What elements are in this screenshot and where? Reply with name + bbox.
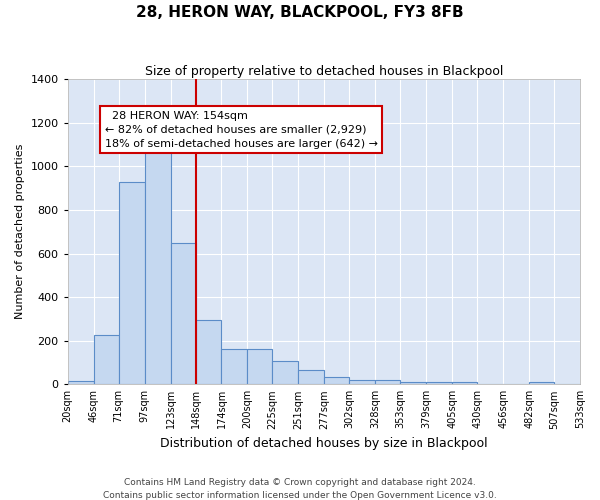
Y-axis label: Number of detached properties: Number of detached properties	[15, 144, 25, 320]
X-axis label: Distribution of detached houses by size in Blackpool: Distribution of detached houses by size …	[160, 437, 488, 450]
Bar	[400, 382, 426, 384]
Bar	[145, 150, 170, 384]
Bar	[452, 382, 477, 384]
Bar	[221, 350, 247, 384]
Bar	[170, 242, 196, 384]
Bar	[375, 380, 400, 384]
Bar	[247, 350, 272, 384]
Bar	[325, 376, 349, 384]
Bar	[298, 370, 325, 384]
Text: 28, HERON WAY, BLACKPOOL, FY3 8FB: 28, HERON WAY, BLACKPOOL, FY3 8FB	[136, 5, 464, 20]
Bar	[94, 336, 119, 384]
Bar	[272, 362, 298, 384]
Bar	[349, 380, 375, 384]
Bar	[529, 382, 554, 384]
Text: 28 HERON WAY: 154sqm
← 82% of detached houses are smaller (2,929)
18% of semi-de: 28 HERON WAY: 154sqm ← 82% of detached h…	[104, 111, 377, 149]
Title: Size of property relative to detached houses in Blackpool: Size of property relative to detached ho…	[145, 65, 503, 78]
Bar	[119, 182, 145, 384]
Text: Contains HM Land Registry data © Crown copyright and database right 2024.
Contai: Contains HM Land Registry data © Crown c…	[103, 478, 497, 500]
Bar	[68, 381, 94, 384]
Bar	[196, 320, 221, 384]
Bar	[426, 382, 452, 384]
